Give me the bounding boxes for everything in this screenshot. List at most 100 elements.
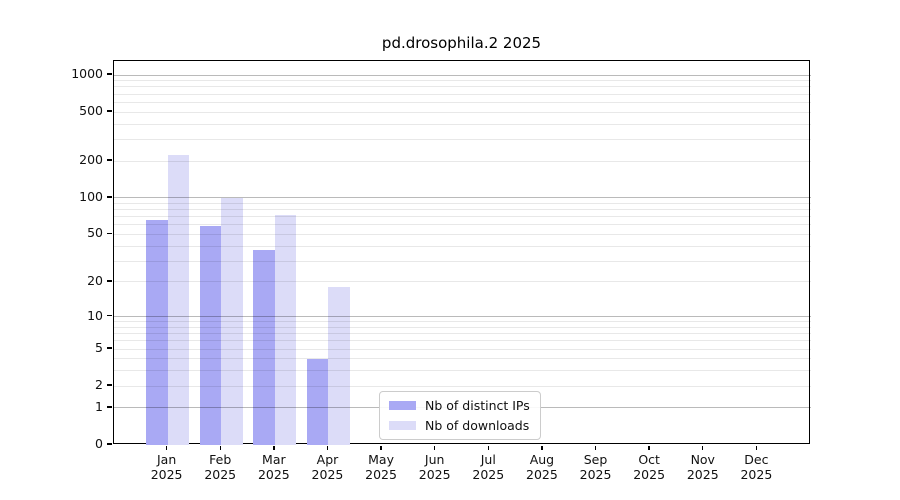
x-tick-mark — [487, 445, 489, 450]
x-tick-year: 2025 — [257, 467, 290, 482]
y-tick-label-2: 2 — [95, 376, 103, 392]
x-tick-mark — [380, 445, 382, 450]
bar-distinct-ips-feb — [199, 225, 222, 445]
gridline-80 — [114, 209, 811, 211]
y-tick-label-20: 20 — [87, 272, 103, 288]
y-tick-label-5: 5 — [95, 339, 103, 355]
gridline-900 — [114, 80, 811, 82]
gridline-300 — [114, 138, 811, 140]
y-tick-mark — [107, 347, 112, 349]
y-tick-mark — [107, 443, 112, 445]
x-tick-year: 2025 — [365, 467, 397, 482]
gridline-5 — [114, 348, 811, 350]
bar-downloads-mar — [274, 215, 297, 445]
x-tick-mark — [648, 445, 650, 450]
x-tick-label-jul: Jul 2025 — [456, 452, 520, 482]
x-tick-year: 2025 — [740, 467, 773, 482]
y-tick-label-1000: 1000 — [71, 65, 103, 81]
x-tick-month: Feb — [209, 452, 232, 467]
x-tick-label-nov: Nov 2025 — [671, 452, 735, 482]
legend-item-downloads: Nb of downloads — [389, 418, 530, 433]
x-tick-year: 2025 — [633, 467, 666, 482]
x-tick-label-aug: Aug 2025 — [510, 452, 574, 482]
x-tick-year: 2025 — [686, 467, 719, 482]
x-tick-label-dec: Dec 2025 — [724, 452, 788, 482]
bar-distinct-ips-apr — [306, 358, 329, 445]
x-tick-year: 2025 — [150, 467, 183, 482]
gridline-200 — [114, 160, 811, 162]
legend-swatch-icon — [389, 421, 416, 430]
chart-title: pd.drosophila.2 2025 — [381, 34, 542, 52]
y-tick-label-200: 200 — [79, 151, 103, 167]
x-tick-month: May — [368, 452, 394, 467]
x-tick-month: Jun — [424, 452, 445, 467]
y-tick-label-50: 50 — [87, 225, 103, 241]
y-tick-mark — [107, 406, 112, 408]
y-tick-mark — [107, 110, 112, 112]
y-tick-label-100: 100 — [79, 188, 103, 204]
y-tick-mark — [107, 159, 112, 161]
x-tick-mark — [541, 445, 543, 450]
x-tick-year: 2025 — [418, 467, 451, 482]
x-tick-mark — [165, 445, 168, 450]
x-tick-label-sep: Sep 2025 — [564, 452, 628, 482]
legend-label: Nb of distinct IPs — [425, 398, 530, 413]
gridline-4 — [114, 358, 811, 360]
bar-downloads-apr — [328, 287, 350, 445]
x-tick-mark — [433, 445, 436, 450]
gridline-6 — [114, 340, 811, 342]
x-tick-mark — [273, 445, 275, 450]
x-tick-year: 2025 — [579, 467, 612, 482]
x-tick-label-jun: Jun 2025 — [403, 452, 467, 482]
x-tick-label-jan: Jan 2025 — [135, 452, 199, 482]
x-tick-label-mar: Mar 2025 — [242, 452, 306, 482]
legend: Nb of distinct IPs Nb of downloads — [379, 391, 541, 440]
x-tick-year: 2025 — [472, 467, 505, 482]
x-tick-label-apr: Apr 2025 — [295, 452, 359, 482]
x-tick-mark — [755, 445, 758, 450]
y-tick-label-0: 0 — [95, 435, 103, 451]
gridline-20 — [114, 281, 811, 283]
gridline-9 — [114, 321, 811, 323]
gridline-60 — [114, 224, 811, 226]
legend-swatch-icon — [389, 401, 416, 410]
x-tick-month: Aug — [529, 452, 555, 467]
gridline-3 — [114, 370, 811, 372]
x-tick-month: Oct — [638, 452, 660, 467]
gridline-500 — [114, 111, 811, 113]
y-tick-mark — [107, 73, 112, 75]
gridline-30 — [114, 260, 811, 262]
gridline-90 — [114, 202, 811, 204]
y-tick-mark — [107, 232, 112, 235]
x-tick-mark — [702, 445, 704, 450]
y-tick-mark — [107, 280, 112, 282]
x-tick-mark — [594, 445, 597, 450]
gridline-10 — [114, 316, 811, 318]
gridline-50 — [114, 233, 811, 235]
gridline-70 — [114, 216, 811, 218]
y-tick-mark — [107, 314, 112, 317]
gridline-40 — [114, 245, 811, 247]
x-tick-label-feb: Feb 2025 — [188, 452, 252, 482]
x-tick-month: Dec — [744, 452, 769, 467]
y-tick-label-1: 1 — [95, 398, 103, 414]
gridline-8 — [114, 326, 811, 328]
bar-downloads-feb — [221, 197, 243, 445]
gridline-7 — [114, 333, 811, 335]
bar-distinct-ips-mar — [253, 250, 275, 445]
bar-downloads-jan — [167, 154, 190, 445]
x-tick-mark — [219, 445, 221, 450]
legend-label: Nb of downloads — [425, 418, 530, 433]
x-tick-year: 2025 — [204, 467, 237, 482]
plot-area — [113, 60, 811, 445]
gridline-400 — [114, 123, 811, 125]
x-tick-month: Jan — [156, 452, 177, 467]
gridline-100 — [114, 197, 811, 199]
x-tick-year: 2025 — [526, 467, 558, 482]
gridline-600 — [114, 101, 811, 103]
legend-item-distinct-ips: Nb of distinct IPs — [389, 398, 530, 413]
gridline-700 — [114, 93, 811, 95]
x-tick-month: Jul — [480, 452, 496, 467]
y-tick-label-10: 10 — [87, 307, 103, 323]
